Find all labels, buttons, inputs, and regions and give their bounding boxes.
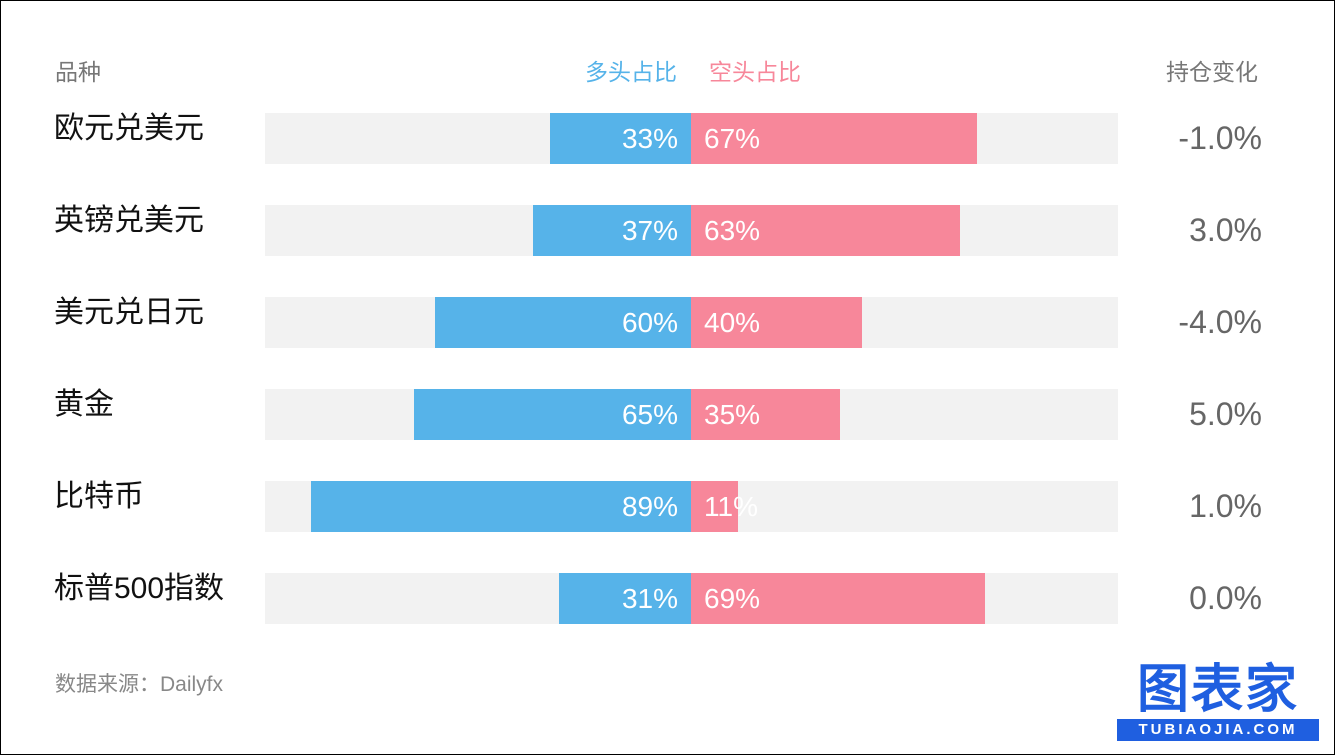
data-label-long: 60% (621, 307, 678, 338)
chart-row: 英镑兑美元 37% 63% 3.0% (1, 204, 1334, 257)
position-change: 0.0% (1189, 580, 1262, 616)
position-change: 1.0% (1189, 488, 1262, 524)
category-label: 美元兑日元 (54, 296, 204, 329)
bar-short (691, 205, 960, 256)
category-label: 英镑兑美元 (54, 204, 204, 237)
data-label-long: 65% (621, 399, 678, 430)
category-label: 比特币 (54, 480, 144, 513)
logo-text: 图表家 (1136, 661, 1299, 719)
legend-long: 多头占比 (585, 59, 677, 85)
bar-short (691, 481, 738, 532)
chart-row: 标普500指数 31% 69% 0.0% (1, 572, 1334, 625)
bar-long (311, 481, 691, 532)
bar-long (550, 113, 691, 164)
header-name: 品种 (55, 59, 101, 85)
chart-row: 比特币 89% 11% 1.0% (1, 480, 1334, 533)
logo: 图表家 TUBIAOJIA.COM (1113, 661, 1323, 745)
bar-short (691, 389, 841, 440)
data-label-short: 67% (704, 123, 761, 154)
logo-subtext: TUBIAOJIA.COM (1117, 719, 1319, 741)
category-label: 黄金 (54, 388, 114, 421)
data-label-short: 69% (704, 583, 761, 614)
data-label-long: 89% (621, 491, 678, 522)
bar-short (691, 573, 986, 624)
data-label-long: 37% (621, 215, 678, 246)
bar-long (533, 205, 691, 256)
source-note: 数据来源：Dailyfx (55, 673, 224, 696)
data-label-long: 31% (621, 583, 678, 614)
bar-long (558, 573, 691, 624)
position-change: 3.0% (1189, 212, 1262, 248)
legend-short: 空头占比 (709, 59, 801, 85)
category-label: 标普500指数 (54, 572, 225, 605)
data-label-long: 33% (621, 123, 678, 154)
data-label-short: 63% (704, 215, 761, 246)
position-change: -4.0% (1178, 304, 1262, 340)
chart-row: 欧元兑美元 33% 67% -1.0% (1, 112, 1334, 165)
data-label-short: 11% (704, 491, 758, 522)
bar-short (691, 113, 977, 164)
bar-long (435, 297, 691, 348)
chart-row: 黄金 65% 35% 5.0% (1, 388, 1334, 441)
position-change: -1.0% (1178, 120, 1262, 156)
data-label-short: 35% (704, 399, 761, 430)
bar-long (413, 389, 691, 440)
bar-short (691, 297, 862, 348)
header-change: 持仓变化 (1166, 59, 1258, 85)
category-label: 欧元兑美元 (54, 112, 204, 145)
data-label-short: 40% (704, 307, 761, 338)
position-change: 5.0% (1189, 396, 1262, 432)
chart-row: 美元兑日元 60% 40% -4.0% (1, 296, 1334, 349)
